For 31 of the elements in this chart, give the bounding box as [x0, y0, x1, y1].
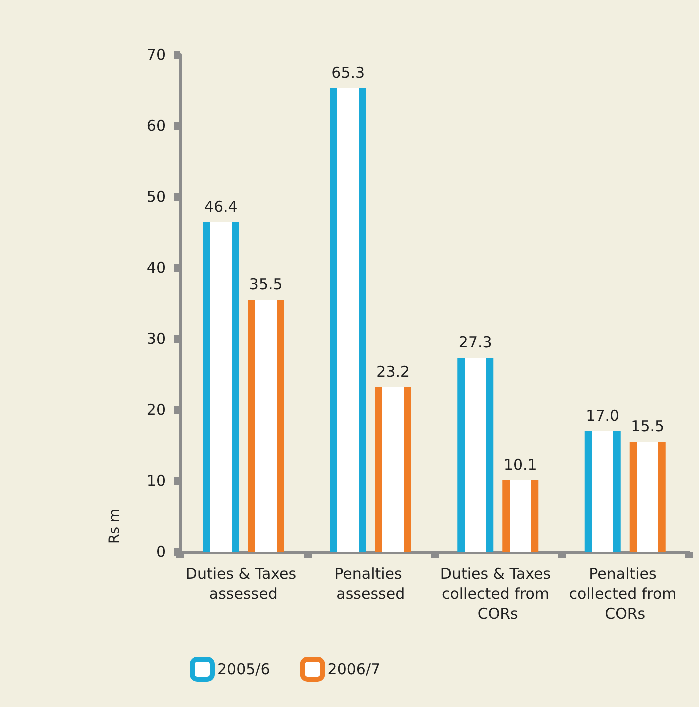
- x-tick-label: Duties & Taxes assessed: [186, 565, 302, 603]
- y-tick-label: 60: [146, 117, 166, 135]
- bar: [330, 88, 366, 552]
- bar: [502, 480, 539, 552]
- bar: [584, 431, 621, 552]
- text: 23.2: [376, 362, 410, 381]
- x-tick-label: Penalties collected from CORs: [569, 565, 682, 623]
- bar: [248, 300, 284, 552]
- bar: [203, 222, 240, 552]
- y-tick-label: 50: [146, 188, 166, 206]
- bar: [375, 387, 412, 552]
- y-tick-label: 40: [146, 259, 166, 277]
- x-tick-label: Penalties assessed: [334, 565, 408, 603]
- legend-label: 2006/7: [328, 660, 381, 678]
- text: 46.4: [204, 198, 238, 216]
- bar: [458, 358, 494, 552]
- text: 35.5: [249, 275, 283, 294]
- text: 65.3: [332, 64, 366, 82]
- legend-label: 2005/6: [218, 660, 270, 678]
- y-tick-label: 70: [146, 46, 166, 64]
- bar: [630, 442, 666, 552]
- y-tick-label: 30: [146, 330, 166, 348]
- y-tick-label: 20: [146, 401, 166, 419]
- x-tick-label: Duties & Taxes collected from CORs: [440, 565, 556, 623]
- y-axis-title: Rs m: [107, 508, 123, 544]
- text: 10.1: [504, 456, 538, 474]
- text: 27.3: [458, 334, 492, 352]
- text: 15.5: [631, 417, 665, 436]
- y-tick-label: 10: [146, 472, 166, 490]
- y-tick-label: 0: [156, 543, 166, 561]
- text: 17.0: [586, 406, 620, 425]
